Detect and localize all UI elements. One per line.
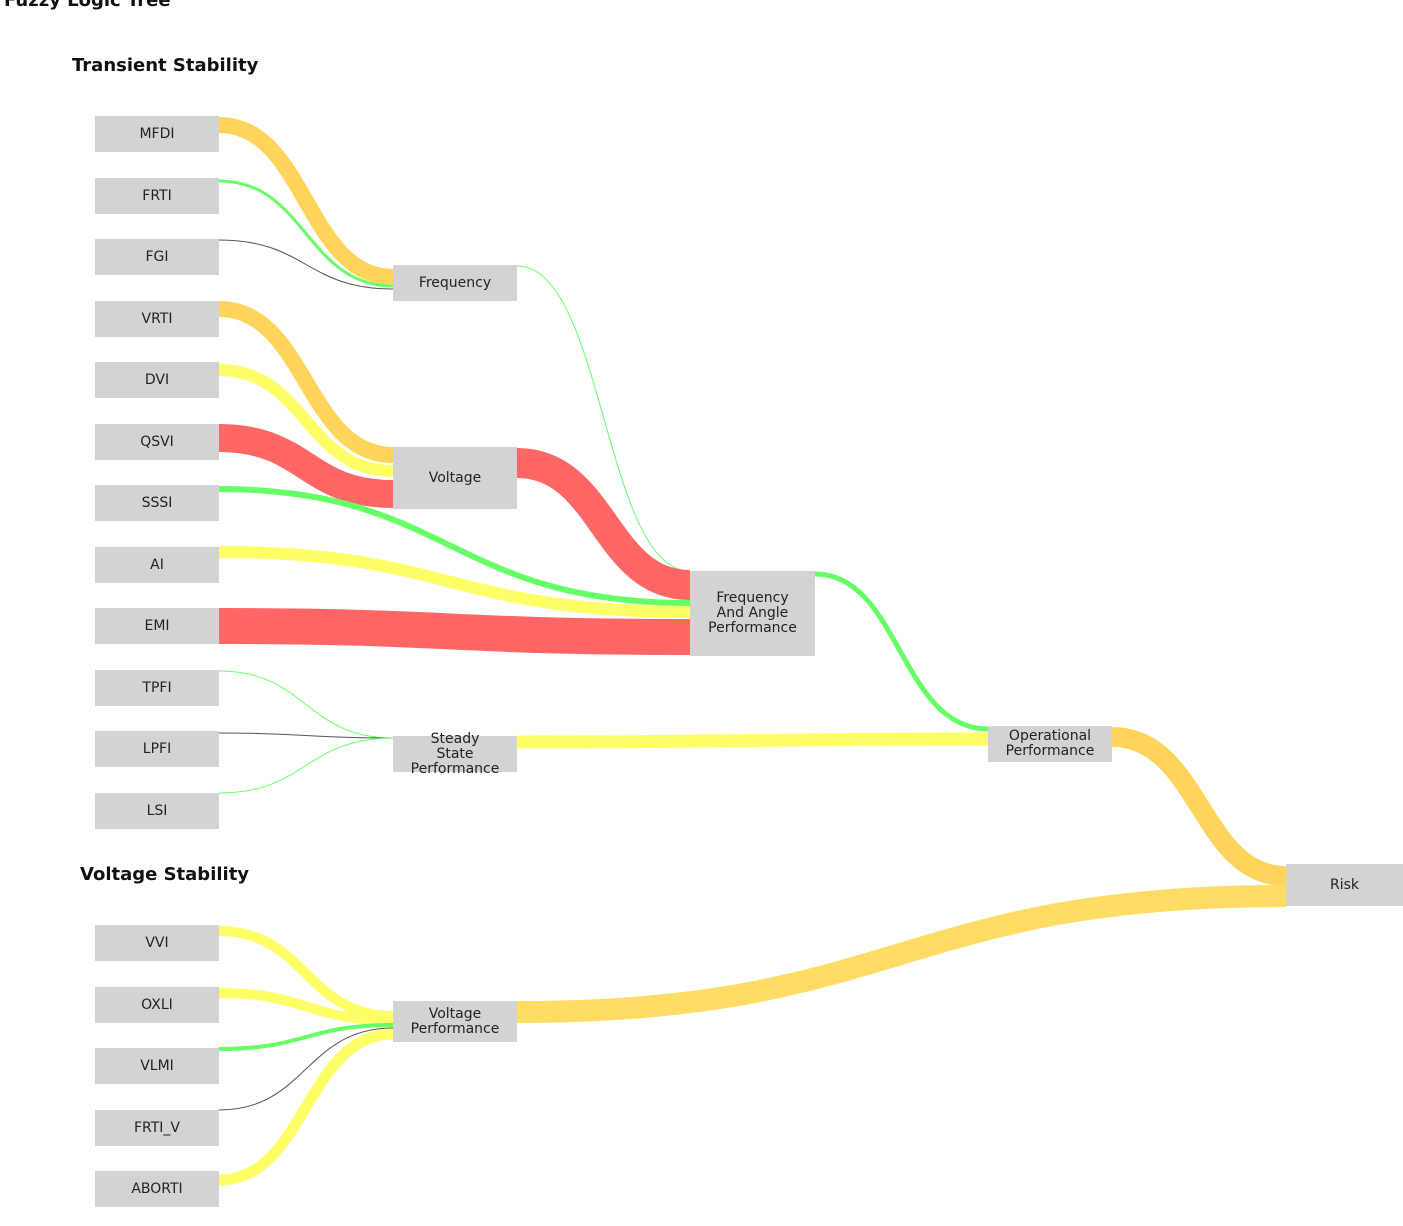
- node-label: AI: [150, 556, 164, 573]
- node-label: FGI: [145, 248, 169, 265]
- link: [218, 239, 394, 290]
- link: [218, 424, 394, 508]
- node[interactable]: SSSI: [95, 485, 219, 521]
- link: [516, 265, 691, 572]
- node[interactable]: AI: [95, 547, 219, 583]
- page-title: Fuzzy Logic Tree: [4, 0, 171, 11]
- section-heading: Transient Stability: [72, 55, 259, 76]
- node-label: Frequency: [418, 274, 492, 291]
- node[interactable]: Frequency: [393, 265, 517, 301]
- node-label: OXLI: [141, 996, 173, 1013]
- section-heading: Voltage Stability: [80, 864, 250, 885]
- node[interactable]: FRTI_V: [95, 1110, 219, 1146]
- node[interactable]: MFDI: [95, 116, 219, 152]
- node-label: FRTI_V: [133, 1119, 181, 1136]
- link: [218, 117, 394, 285]
- link: [218, 670, 394, 739]
- node-label: VLMI: [140, 1057, 174, 1074]
- node[interactable]: Frequency And Angle Performance: [690, 571, 815, 656]
- node[interactable]: Operational Performance: [988, 726, 1112, 762]
- node-label: Steady State Performance: [410, 730, 500, 777]
- node[interactable]: Risk: [1286, 864, 1403, 906]
- node-label: ABORTI: [131, 1180, 183, 1197]
- link: [218, 364, 394, 477]
- node-label: DVI: [144, 371, 170, 388]
- node-label: Voltage: [428, 469, 482, 486]
- link: [218, 608, 691, 655]
- node-label: Risk: [1329, 876, 1360, 893]
- link: [218, 988, 394, 1025]
- node[interactable]: LPFI: [95, 731, 219, 767]
- node-label: LSI: [146, 802, 168, 819]
- node[interactable]: ABORTI: [95, 1171, 219, 1207]
- link: [218, 926, 394, 1021]
- link: [218, 1023, 394, 1051]
- node[interactable]: VVI: [95, 925, 219, 961]
- node[interactable]: VLMI: [95, 1048, 219, 1084]
- link: [516, 885, 1287, 1023]
- link: [218, 301, 394, 463]
- node[interactable]: VRTI: [95, 301, 219, 337]
- link: [218, 546, 691, 618]
- node-label: EMI: [144, 617, 170, 634]
- node[interactable]: LSI: [95, 793, 219, 829]
- link: [814, 571, 989, 732]
- node[interactable]: QSVI: [95, 424, 219, 460]
- link: [218, 1027, 394, 1111]
- link: [218, 737, 394, 794]
- node-label: SSSI: [141, 494, 173, 511]
- node[interactable]: Voltage: [393, 447, 517, 509]
- link: [218, 732, 394, 739]
- node-label: LPFI: [142, 740, 172, 757]
- node-label: MFDI: [139, 125, 175, 142]
- link: [218, 179, 394, 288]
- link: [516, 732, 989, 749]
- node-label: VRTI: [141, 310, 173, 327]
- node[interactable]: TPFI: [95, 670, 219, 706]
- node-label: Frequency And Angle Performance: [708, 590, 797, 636]
- link: [1111, 727, 1287, 886]
- node[interactable]: Voltage Performance: [393, 1001, 517, 1042]
- node-label: FRTI: [142, 187, 172, 204]
- node-label: Voltage Performance: [410, 1005, 500, 1037]
- node[interactable]: Steady State Performance: [393, 731, 517, 776]
- node[interactable]: FRTI: [95, 178, 219, 214]
- node-label: Operational Performance: [1005, 728, 1095, 759]
- node[interactable]: FGI: [95, 239, 219, 275]
- node-label: QSVI: [140, 433, 174, 450]
- node-label: VVI: [145, 934, 169, 951]
- link: [516, 448, 691, 600]
- node-label: TPFI: [142, 679, 172, 696]
- node[interactable]: OXLI: [95, 987, 219, 1023]
- node[interactable]: DVI: [95, 362, 219, 398]
- node[interactable]: EMI: [95, 608, 219, 644]
- link: [218, 486, 691, 606]
- link: [218, 1028, 394, 1186]
